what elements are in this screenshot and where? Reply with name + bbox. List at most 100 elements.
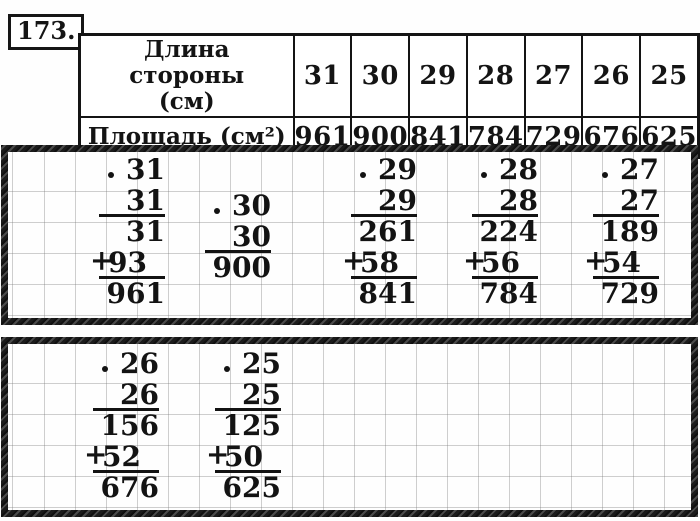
mult-value: 31 — [126, 184, 165, 217]
mult-row: 30 — [205, 222, 271, 253]
table-value: 25 — [639, 33, 700, 118]
multiply-dot-icon — [102, 366, 108, 372]
mult-row: 625 — [215, 473, 281, 504]
mult-value: 56 — [481, 246, 520, 279]
mult-value: 900 — [212, 251, 271, 284]
multiplication-stack-28x28: 28 28 224 +56 784 — [463, 155, 538, 310]
mult-value: 29 — [378, 184, 417, 217]
mult-row: +58 — [342, 245, 417, 279]
mult-value: 25 — [242, 347, 281, 380]
mult-value: 27 — [620, 153, 659, 186]
mult-value: 156 — [100, 409, 159, 442]
mult-row: 156 — [93, 411, 159, 442]
mult-row: +50 — [206, 439, 281, 473]
mult-value: 26 — [120, 378, 159, 411]
table-value: 27 — [523, 33, 584, 118]
row-label-line: Длина стороны — [129, 36, 245, 89]
problem-number: 173. — [17, 16, 76, 45]
mult-row: 25 — [215, 349, 281, 380]
mult-row: +93 — [90, 245, 165, 279]
multiply-dot-icon — [481, 172, 487, 178]
mult-row: 31 — [99, 217, 165, 248]
mult-value: 52 — [102, 440, 141, 473]
mult-row: 26 — [93, 349, 159, 380]
table-value: 31 — [292, 33, 353, 118]
mult-row: +56 — [463, 245, 538, 279]
mult-row: 29 — [351, 186, 417, 217]
mult-value: 261 — [358, 215, 417, 248]
mult-row: 25 — [215, 380, 281, 411]
multiplication-stack-31x31: 31 31 31 +93 961 — [90, 155, 165, 310]
mult-value: 125 — [222, 409, 281, 442]
mult-value: 50 — [224, 440, 263, 473]
multiplication-stack-29x29: 29 29 261 +58 841 — [342, 155, 417, 310]
plus-sign-icon: + — [206, 438, 230, 471]
mult-row: 31 — [99, 155, 165, 186]
plus-sign-icon: + — [584, 244, 608, 277]
table-value: 28 — [465, 33, 526, 118]
row-label-line: Площадь (см²) — [87, 122, 286, 150]
plus-sign-icon: + — [84, 438, 108, 471]
mult-row: 961 — [99, 279, 165, 310]
multiplication-stack-27x27: 27 27 189 +54 729 — [584, 155, 659, 310]
mult-value: 28 — [499, 184, 538, 217]
multiply-dot-icon — [214, 208, 220, 214]
mult-value: 841 — [358, 277, 417, 310]
mult-value: 93 — [108, 246, 147, 279]
mult-row: +54 — [584, 245, 659, 279]
mult-value: 54 — [602, 246, 641, 279]
mult-value: 26 — [120, 347, 159, 380]
mult-value: 30 — [232, 189, 271, 222]
mult-value: 224 — [479, 215, 538, 248]
mult-row: 27 — [593, 155, 659, 186]
mult-row: 900 — [205, 253, 271, 284]
multiply-dot-icon — [224, 366, 230, 372]
mult-row: 261 — [351, 217, 417, 248]
mult-value: 676 — [100, 471, 159, 504]
row-label-line: (см) — [158, 88, 215, 115]
mult-value: 31 — [126, 215, 165, 248]
mult-row: 31 — [99, 186, 165, 217]
mult-value: 25 — [242, 378, 281, 411]
mult-value: 27 — [620, 184, 659, 217]
mult-row: 125 — [215, 411, 281, 442]
table-value: 29 — [408, 33, 468, 118]
mult-row: 30 — [205, 191, 271, 222]
mult-value: 31 — [126, 153, 165, 186]
mult-value: 784 — [479, 277, 538, 310]
mult-value: 30 — [232, 220, 271, 253]
table-row: Длина стороны (см) 31 30 29 28 27 26 25 — [78, 33, 700, 118]
side-length-area-table: Длина стороны (см) 31 30 29 28 27 26 25 Площадь (… — [78, 33, 700, 159]
mult-row: 676 — [93, 473, 159, 504]
table-value: 26 — [581, 33, 642, 118]
problem-number-box: 173. — [8, 14, 85, 50]
mult-value: 189 — [600, 215, 659, 248]
plus-sign-icon: + — [463, 244, 487, 277]
mult-row: 29 — [351, 155, 417, 186]
mult-value: 29 — [378, 153, 417, 186]
row-label: Длина стороны (см) — [78, 33, 295, 118]
mult-row: 841 — [351, 279, 417, 310]
multiplication-stack-30x30: 30 30 900 — [205, 191, 271, 284]
mult-row: 224 — [472, 217, 538, 248]
worksheet-panel-2 — [1, 337, 698, 517]
mult-row: 27 — [593, 186, 659, 217]
table-value: 30 — [350, 33, 411, 118]
plus-sign-icon: + — [90, 244, 114, 277]
multiplication-stack-26x26: 26 26 156 +52 676 — [84, 349, 159, 504]
multiply-dot-icon — [108, 172, 114, 178]
mult-value: 58 — [360, 246, 399, 279]
mult-row: +52 — [84, 439, 159, 473]
mult-row: 784 — [472, 279, 538, 310]
mult-value: 729 — [600, 277, 659, 310]
multiply-dot-icon — [602, 172, 608, 178]
plus-sign-icon: + — [342, 244, 366, 277]
multiply-dot-icon — [360, 172, 366, 178]
mult-row: 28 — [472, 155, 538, 186]
mult-row: 26 — [93, 380, 159, 411]
mult-value: 28 — [499, 153, 538, 186]
mult-row: 189 — [593, 217, 659, 248]
mult-value: 625 — [222, 471, 281, 504]
mult-value: 961 — [106, 277, 165, 310]
